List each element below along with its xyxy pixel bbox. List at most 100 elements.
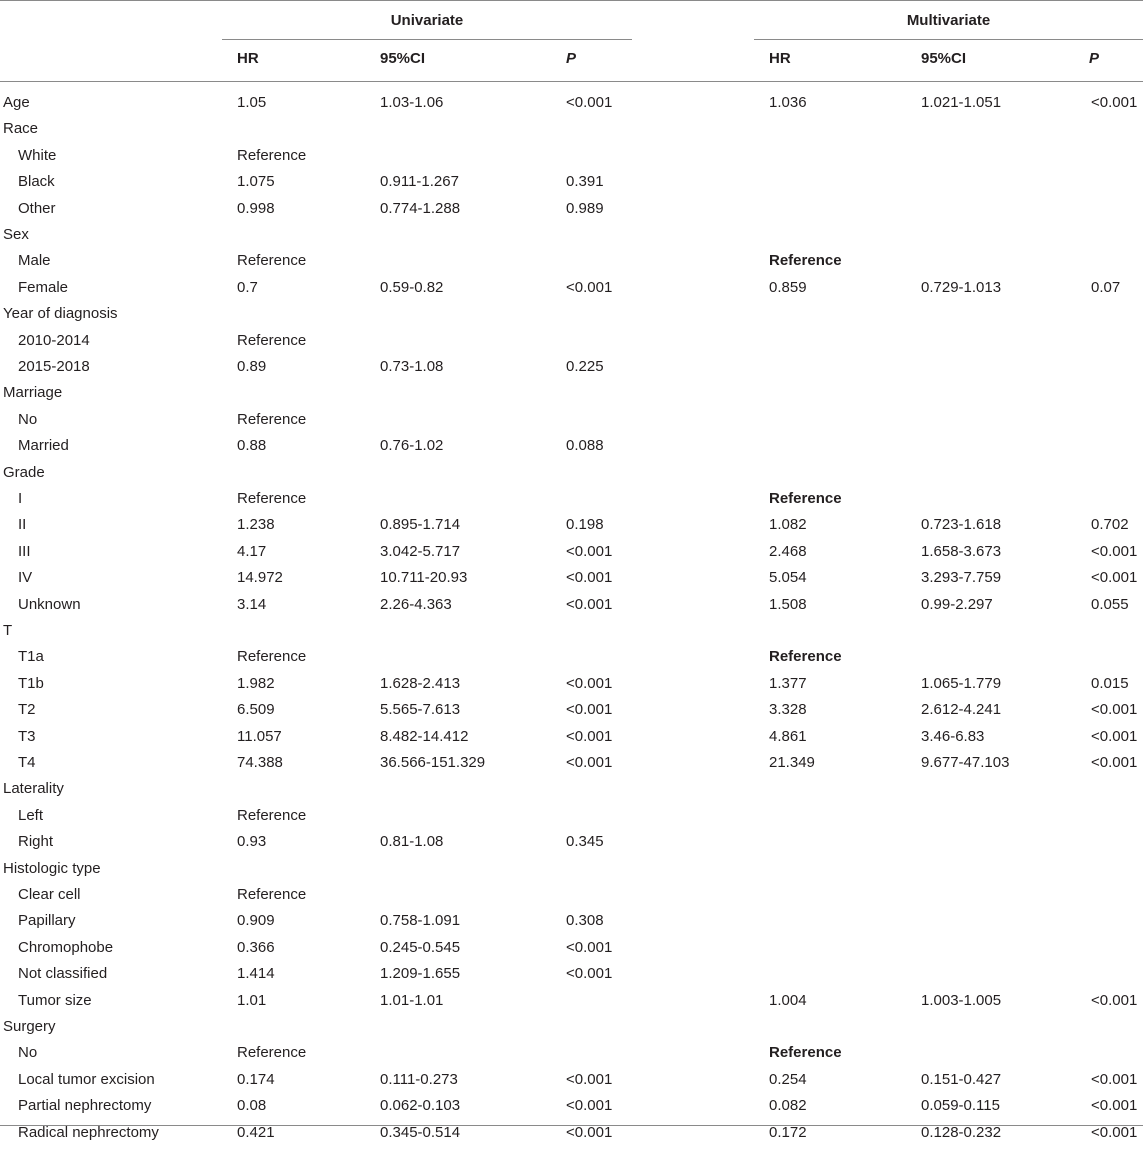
univariate-hr: Reference bbox=[237, 331, 307, 349]
bottom-rule bbox=[0, 1125, 1143, 1126]
table-row: Other 0.998 0.774-1.288 0.989 bbox=[0, 199, 1143, 225]
multivariate-hr: 1.004 bbox=[769, 991, 807, 1009]
univariate-ci: 10.711-20.93 bbox=[380, 569, 468, 587]
header-rule bbox=[0, 81, 1143, 82]
row-label: T3 bbox=[18, 727, 36, 745]
row-label: Age bbox=[3, 94, 30, 111]
univariate-ci: 0.111-0.273 bbox=[380, 1070, 458, 1088]
table-row: No Reference bbox=[0, 410, 1143, 436]
multivariate-hr: 21.349 bbox=[769, 754, 815, 771]
row-label: Grade bbox=[3, 463, 45, 481]
table-row: 2010-2014 Reference bbox=[0, 331, 1143, 357]
table-row: Papillary 0.909 0.758-1.091 0.308 bbox=[0, 911, 1143, 937]
univariate-hr: 3.14 bbox=[237, 595, 267, 613]
row-label: Year of diagnosis bbox=[3, 305, 118, 323]
univariate-hr: 0.08 bbox=[237, 1097, 267, 1115]
univariate-hr: 1.238 bbox=[237, 516, 275, 534]
table-row: 2015-2018 0.89 0.73-1.08 0.225 bbox=[0, 357, 1143, 383]
univariate-p: 0.088 bbox=[566, 437, 604, 455]
univariate-ci: 0.245-0.545 bbox=[380, 938, 461, 956]
multivariate-ci: 2.612-4.241 bbox=[921, 701, 1002, 719]
univariate-hr: Reference bbox=[237, 806, 307, 824]
table-row: No Reference Reference bbox=[0, 1043, 1143, 1069]
multi-ci-header: 95%CI bbox=[921, 50, 967, 67]
multivariate-ci: 1.003-1.005 bbox=[921, 991, 1002, 1009]
multivariate-title: Multivariate bbox=[906, 12, 991, 29]
univariate-p: 0.391 bbox=[566, 173, 604, 191]
uni-hr-header: HR bbox=[237, 50, 259, 67]
table-row: I Reference Reference bbox=[0, 489, 1143, 515]
univariate-hr: 1.982 bbox=[237, 674, 275, 692]
table-row: T bbox=[0, 621, 1143, 647]
table-row: Laterality bbox=[0, 779, 1143, 805]
univariate-hr: 0.174 bbox=[237, 1070, 275, 1088]
row-label: Clear cell bbox=[18, 886, 81, 903]
multivariate-ci: 0.723-1.618 bbox=[921, 516, 1002, 534]
table-row: Partial nephrectomy 0.08 0.062-0.103 <0.001… bbox=[0, 1096, 1143, 1122]
row-label: Left bbox=[18, 806, 44, 824]
row-label: Female bbox=[18, 278, 69, 296]
multivariate-hr: Reference bbox=[769, 648, 842, 666]
table-row: Year of diagnosis bbox=[0, 304, 1143, 330]
table-row: Clear cell Reference bbox=[0, 885, 1143, 911]
univariate-hr: 14.972 bbox=[237, 569, 283, 587]
univariate-hr: Reference bbox=[237, 252, 307, 270]
table-row: T4 74.388 36.566-151.329 <0.001 21.349 9.677-… bbox=[0, 753, 1143, 779]
multivariate-hr: 1.508 bbox=[769, 595, 807, 613]
multivariate-ci: 0.99-2.297 bbox=[921, 595, 993, 613]
univariate-hr: 74.388 bbox=[237, 754, 283, 771]
univariate-p: <0.001 bbox=[566, 965, 613, 983]
univariate-hr: 0.7 bbox=[237, 278, 258, 296]
table-row: T1a Reference Reference bbox=[0, 647, 1143, 673]
univariate-p: 0.989 bbox=[566, 199, 604, 217]
table-row: Race bbox=[0, 119, 1143, 145]
univariate-hr: 0.88 bbox=[237, 437, 267, 455]
table-row: Age 1.05 1.03-1.06 <0.001 1.036 1.021-1.051 <0… bbox=[0, 93, 1143, 119]
table-row: Sex bbox=[0, 225, 1143, 251]
row-label: Unknown bbox=[18, 595, 81, 613]
univariate-hr: Reference bbox=[237, 886, 307, 903]
univariate-ci: 36.566-151.329 bbox=[380, 754, 486, 771]
multivariate-hr: 5.054 bbox=[769, 569, 807, 587]
table-row: Radical nephrectomy 0.421 0.345-0.514 <0.00… bbox=[0, 1123, 1143, 1149]
row-label: Surgery bbox=[3, 1018, 56, 1035]
multivariate-ci: 0.151-0.427 bbox=[921, 1070, 1002, 1088]
row-label: T4 bbox=[18, 754, 36, 771]
multivariate-p: 0.07 bbox=[1091, 278, 1121, 296]
univariate-ci: 2.26-4.363 bbox=[380, 595, 452, 613]
table-row: Tumor size 1.01 1.01-1.01 1.004 1.003-1.005 <… bbox=[0, 991, 1143, 1017]
univariate-hr: 6.509 bbox=[237, 701, 275, 719]
univariate-ci: 1.03-1.06 bbox=[380, 94, 444, 111]
row-label: Other bbox=[18, 199, 56, 217]
multivariate-p: <0.001 bbox=[1091, 542, 1138, 560]
univariate-p: <0.001 bbox=[566, 701, 613, 719]
row-label: T bbox=[3, 622, 13, 639]
row-label: II bbox=[18, 516, 27, 534]
univariate-hr: 1.05 bbox=[237, 94, 267, 111]
uni-p-header: P bbox=[566, 50, 577, 67]
table-row: Left Reference bbox=[0, 806, 1143, 832]
multivariate-ci: 0.128-0.232 bbox=[921, 1123, 1002, 1141]
multivariate-p: <0.001 bbox=[1091, 991, 1138, 1009]
row-label: White bbox=[18, 146, 57, 164]
table-row: Not classified 1.414 1.209-1.655 <0.001 bbox=[0, 964, 1143, 990]
uni-ci-header: 95%CI bbox=[380, 50, 426, 67]
row-label: T2 bbox=[18, 701, 36, 719]
row-label: Black bbox=[18, 173, 55, 191]
univariate-p: <0.001 bbox=[566, 1070, 613, 1088]
row-label: Chromophobe bbox=[18, 938, 114, 956]
table-row: Local tumor excision 0.174 0.111-0.273 <0.0… bbox=[0, 1070, 1143, 1096]
row-label: Radical nephrectomy bbox=[18, 1123, 159, 1141]
univariate-hr: Reference bbox=[237, 490, 307, 507]
top-rule bbox=[0, 0, 1143, 1]
univariate-ci: 0.895-1.714 bbox=[380, 516, 461, 534]
multivariate-hr: 1.082 bbox=[769, 516, 807, 534]
univariate-ci: 1.01-1.01 bbox=[380, 991, 444, 1009]
multi-hr-header: HR bbox=[769, 50, 791, 67]
multivariate-p: <0.001 bbox=[1091, 94, 1138, 111]
row-label: Local tumor excision bbox=[18, 1070, 155, 1088]
table-row: T3 11.057 8.482-14.412 <0.001 4.861 3.46-6.83… bbox=[0, 727, 1143, 753]
univariate-hr: 1.414 bbox=[237, 965, 275, 983]
univariate-hr: Reference bbox=[237, 648, 307, 666]
multivariate-p: <0.001 bbox=[1091, 727, 1138, 745]
